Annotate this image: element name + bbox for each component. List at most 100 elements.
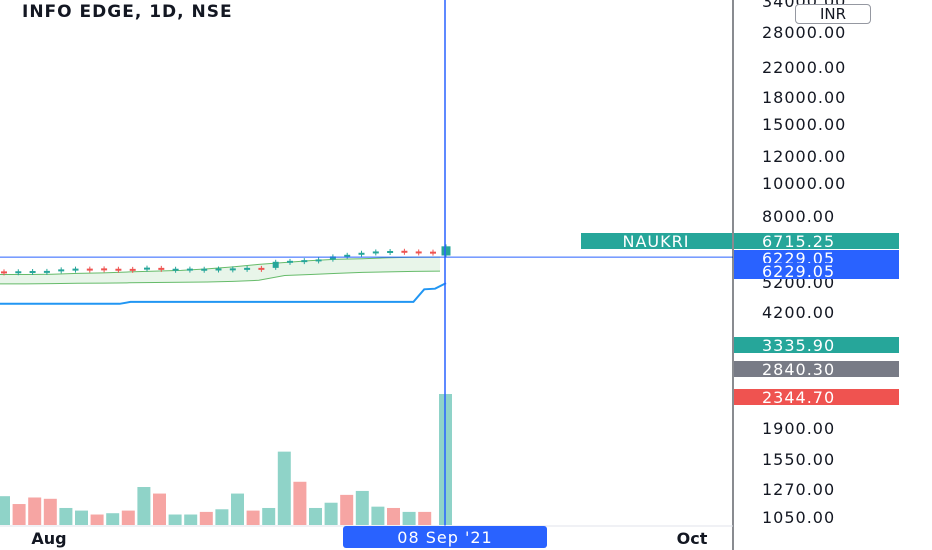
- volume-bar: [293, 481, 307, 525]
- date-tick-label: Aug: [31, 529, 66, 548]
- candle-body: [229, 268, 236, 271]
- volume-bar: [0, 496, 10, 525]
- candle-body: [58, 269, 65, 272]
- candlesticks: [1, 244, 451, 276]
- price-tick-label: 22000.00: [762, 58, 846, 77]
- volume-bar: [184, 514, 198, 525]
- candle-body: [186, 268, 193, 271]
- volume-bar: [43, 498, 57, 525]
- volume-bar: [137, 487, 151, 525]
- volume-bar: [309, 507, 322, 525]
- candle-body: [430, 251, 436, 254]
- candle-body: [86, 268, 93, 271]
- price-tick-label: 4200.00: [762, 303, 835, 322]
- candle-body: [201, 268, 208, 271]
- volume-bar: [246, 510, 260, 525]
- volume-bar: [28, 497, 42, 525]
- volume-bar: [90, 514, 104, 525]
- candle-body: [287, 260, 293, 263]
- candle-body: [387, 250, 394, 253]
- candle-body: [29, 271, 36, 274]
- candle-body: [344, 254, 351, 257]
- candle-body: [372, 251, 379, 254]
- date-tick-label: Oct: [677, 529, 708, 548]
- candle-body: [441, 246, 451, 256]
- crosshair-date-tag: 08 Sep '21: [343, 526, 547, 548]
- volume-bar: [355, 490, 369, 525]
- indicator-line: [0, 282, 447, 305]
- price-tag: 6715.25: [734, 232, 899, 251]
- volume-bar: [121, 510, 135, 525]
- candle-body: [301, 260, 308, 263]
- candle-body: [72, 268, 79, 271]
- band-upper-line: [0, 256, 441, 275]
- candle-body: [272, 261, 279, 268]
- symbol-title[interactable]: INFO EDGE, 1D, NSE: [22, 2, 233, 22]
- price-tick-label: 10000.00: [762, 174, 846, 193]
- symbol-tag: NAUKRI: [581, 232, 732, 251]
- candle-body: [358, 252, 365, 255]
- price-tick-label: 12000.00: [762, 147, 846, 166]
- volume-bar: [402, 511, 416, 525]
- price-tag: 3335.90: [734, 336, 899, 355]
- volume-bar: [12, 504, 26, 525]
- candle-body: [15, 271, 22, 274]
- candle-body: [172, 268, 179, 271]
- candle-body: [215, 268, 222, 271]
- price-tag: 2344.70: [734, 388, 899, 407]
- price-tick-label: 28000.00: [762, 23, 846, 42]
- symbol-tag-label: NAUKRI: [623, 232, 690, 251]
- candle-body: [244, 267, 251, 270]
- volume-bar: [59, 507, 73, 525]
- volume-bar: [371, 506, 385, 525]
- time-axis[interactable]: Aug Oct: [31, 529, 707, 548]
- band-fill: [0, 257, 440, 284]
- candle-body: [144, 267, 150, 270]
- volume-bar: [340, 494, 354, 525]
- volume-bar: [231, 493, 244, 525]
- currency-button[interactable]: INR: [795, 4, 871, 24]
- candle-body: [415, 251, 422, 254]
- price-tick-label: 1550.00: [762, 450, 835, 469]
- volume-bar: [277, 451, 291, 525]
- price-tick-label: 18000.00: [762, 88, 846, 107]
- price-tag-value: 6715.25: [762, 232, 835, 251]
- price-tick-label: 1270.00: [762, 480, 835, 499]
- volume-bar: [153, 493, 166, 525]
- candle-body: [1, 271, 7, 274]
- candle-body: [101, 268, 108, 271]
- candle-body: [401, 250, 408, 253]
- price-tag: 2840.30: [734, 360, 899, 379]
- volume-bar: [262, 507, 276, 525]
- price-tag: 6229.05: [734, 262, 899, 281]
- volume-bar: [106, 513, 120, 525]
- volume-bar: [387, 507, 400, 525]
- price-tag-value: 6229.05: [762, 262, 835, 281]
- volume-bar: [324, 502, 338, 525]
- volume-bar: [168, 514, 182, 525]
- price-tick-label: 15000.00: [762, 115, 846, 134]
- price-tick-label: 8000.00: [762, 207, 835, 226]
- crosshair-date-label: 08 Sep '21: [397, 528, 492, 547]
- band-lower-line: [0, 270, 441, 285]
- price-tag-value: 3335.90: [762, 336, 835, 355]
- price-tick-label: 1050.00: [762, 508, 835, 527]
- volume-bar: [215, 509, 229, 525]
- volume-bar: [199, 511, 213, 525]
- candle-body: [115, 268, 122, 271]
- candle-body: [329, 256, 336, 260]
- envelope-band: [0, 256, 441, 285]
- volume-bar: [75, 510, 88, 525]
- price-tag-value: 2344.70: [762, 388, 835, 407]
- candle-body: [158, 267, 165, 270]
- price-tags: 6715.25NAUKRI6229.056229.053335.902840.3…: [581, 232, 899, 407]
- blue-indicator-line: [0, 282, 447, 305]
- volume-bar: [418, 511, 432, 525]
- candle-body: [43, 270, 50, 273]
- candle-body: [258, 267, 265, 270]
- candle-body: [129, 268, 136, 271]
- volume-bars: [0, 394, 452, 525]
- candle-body: [315, 259, 322, 262]
- price-tick-label: 1900.00: [762, 419, 835, 438]
